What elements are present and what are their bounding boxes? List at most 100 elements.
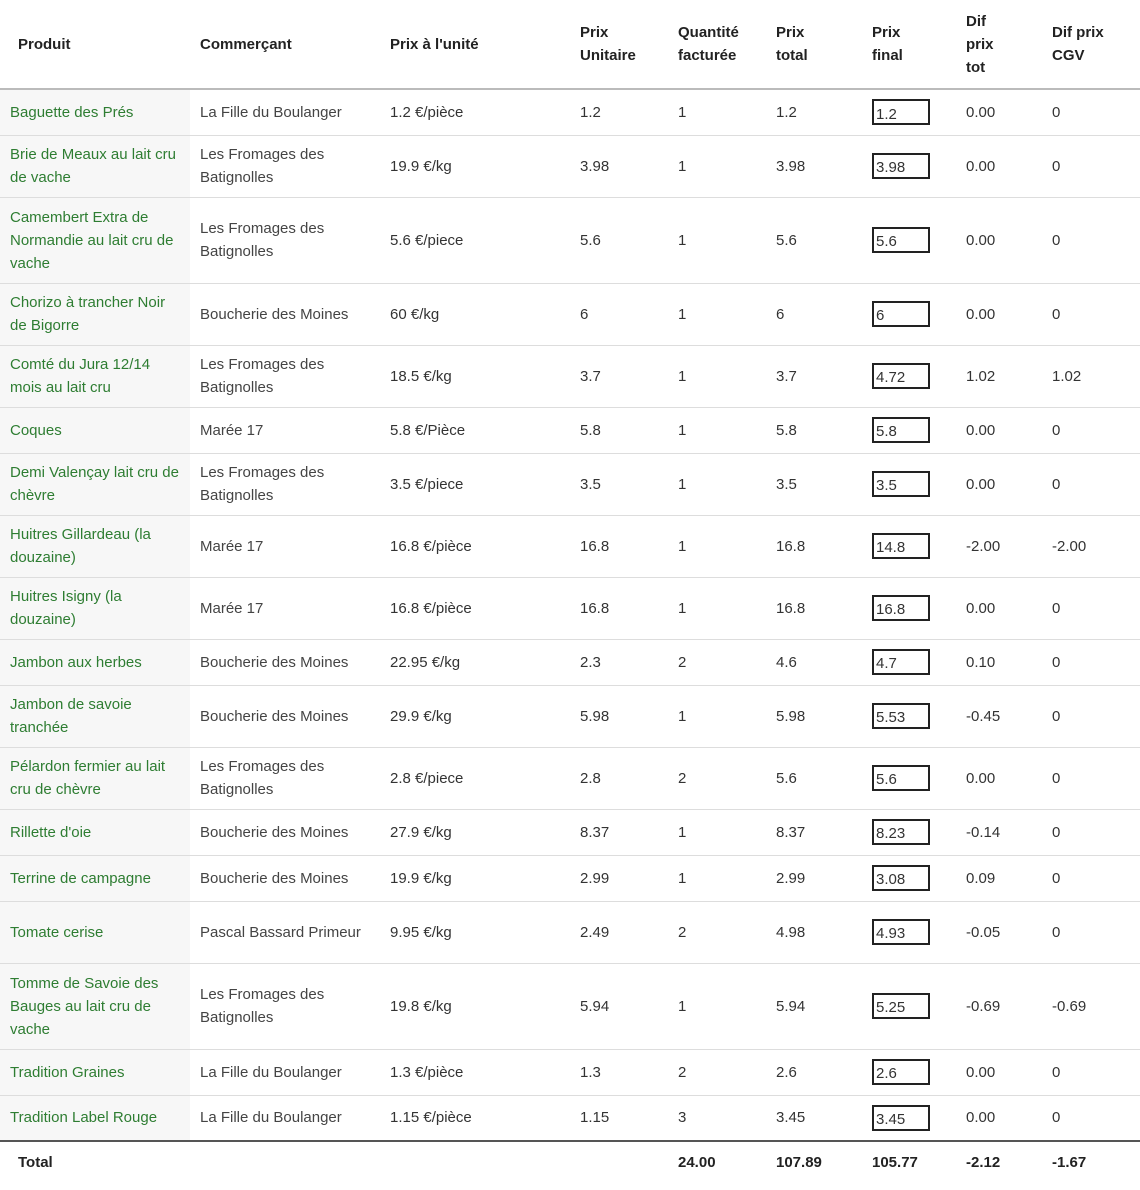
totals-qty: 24.00 xyxy=(668,1140,766,1182)
col-dif-prix-tot-header: Dif prix tot xyxy=(956,0,1042,90)
product-cell: Tradition Label Rouge xyxy=(0,1094,190,1141)
unit-price-cell: 3.5 xyxy=(570,452,668,515)
table-row: Baguette des Prés La Fille du Boulanger 1.… xyxy=(0,88,1140,135)
product-cell: Tomme de Savoie des Bauges au lait cru d… xyxy=(0,962,190,1049)
final-price-input[interactable] xyxy=(872,594,930,621)
final-cell xyxy=(862,134,956,197)
dif-cgv-cell: 0 xyxy=(1042,900,1140,963)
totals-empty-unit-price xyxy=(570,1140,668,1182)
merchant-cell: Marée 17 xyxy=(190,514,380,577)
qty-cell: 1 xyxy=(668,344,766,407)
final-price-input[interactable] xyxy=(872,648,930,675)
final-price-input[interactable] xyxy=(872,764,930,791)
product-cell: Terrine de campagne xyxy=(0,854,190,901)
col-prix-total-header: Prix total xyxy=(766,0,862,90)
final-price-input[interactable] xyxy=(872,818,930,845)
col-prix-unite-header: Prix à l'unité xyxy=(380,0,570,90)
total-cell: 4.6 xyxy=(766,638,862,685)
merchant-cell: Les Fromages des Batignolles xyxy=(190,962,380,1049)
dif-tot-cell: 0.00 xyxy=(956,134,1042,197)
final-price-input[interactable] xyxy=(872,300,930,327)
final-cell xyxy=(862,514,956,577)
final-price-input[interactable] xyxy=(872,99,930,125)
qty-cell: 1 xyxy=(668,854,766,901)
qty-cell: 1 xyxy=(668,88,766,135)
dif-tot-cell: -2.00 xyxy=(956,514,1042,577)
total-cell: 2.99 xyxy=(766,854,862,901)
final-price-input[interactable] xyxy=(872,362,930,389)
table-row: Pélardon fermier au lait cru de chèvre Le… xyxy=(0,746,1140,809)
table-row: Jambon aux herbes Boucherie des Moines 22.… xyxy=(0,638,1140,685)
final-price-input[interactable] xyxy=(872,532,930,559)
product-cell: Chorizo à trancher Noir de Bigorre xyxy=(0,282,190,345)
unit-label-cell: 16.8 €/pièce xyxy=(380,514,570,577)
dif-tot-cell: 0.00 xyxy=(956,88,1042,135)
totals-final: 105.77 xyxy=(862,1140,956,1182)
dif-tot-cell: -0.05 xyxy=(956,900,1042,963)
totals-empty-merchant xyxy=(190,1140,380,1182)
total-cell: 8.37 xyxy=(766,808,862,855)
unit-price-cell: 2.49 xyxy=(570,900,668,963)
dif-tot-cell: 1.02 xyxy=(956,344,1042,407)
final-price-input[interactable] xyxy=(872,864,930,891)
dif-tot-cell: 0.10 xyxy=(956,638,1042,685)
final-price-input[interactable] xyxy=(872,992,930,1019)
final-price-input[interactable] xyxy=(872,226,930,253)
final-cell xyxy=(862,88,956,135)
product-cell: Jambon de savoie tranchée xyxy=(0,684,190,747)
unit-price-cell: 8.37 xyxy=(570,808,668,855)
final-price-input[interactable] xyxy=(872,470,930,497)
final-cell xyxy=(862,344,956,407)
unit-price-cell: 5.8 xyxy=(570,406,668,453)
merchant-cell: Les Fromages des Batignolles xyxy=(190,134,380,197)
final-price-input[interactable] xyxy=(872,702,930,729)
merchant-cell: Les Fromages des Batignolles xyxy=(190,452,380,515)
final-cell xyxy=(862,452,956,515)
total-cell: 5.8 xyxy=(766,406,862,453)
final-cell xyxy=(862,406,956,453)
merchant-cell: Boucherie des Moines xyxy=(190,854,380,901)
final-cell xyxy=(862,684,956,747)
table-row: Jambon de savoie tranchée Boucherie des M… xyxy=(0,684,1140,747)
unit-label-cell: 1.15 €/pièce xyxy=(380,1094,570,1141)
qty-cell: 1 xyxy=(668,134,766,197)
unit-label-cell: 19.9 €/kg xyxy=(380,134,570,197)
unit-price-cell: 16.8 xyxy=(570,576,668,639)
final-price-input[interactable] xyxy=(872,416,930,443)
final-cell xyxy=(862,1094,956,1141)
col-quantite-header: Quantité facturée xyxy=(668,0,766,90)
final-price-input[interactable] xyxy=(872,918,930,945)
final-price-input[interactable] xyxy=(872,1104,930,1131)
unit-price-cell: 5.6 xyxy=(570,196,668,283)
merchant-cell: La Fille du Boulanger xyxy=(190,1094,380,1141)
product-cell: Demi Valençay lait cru de chèvre xyxy=(0,452,190,515)
header-row: Produit Commerçant Prix à l'unité Prix Unita… xyxy=(0,0,1140,90)
final-cell xyxy=(862,746,956,809)
dif-cgv-cell: 0 xyxy=(1042,854,1140,901)
product-cell: Huitres Isigny (la douzaine) xyxy=(0,576,190,639)
dif-cgv-cell: 0 xyxy=(1042,88,1140,135)
merchant-cell: La Fille du Boulanger xyxy=(190,88,380,135)
unit-price-cell: 16.8 xyxy=(570,514,668,577)
final-cell xyxy=(862,808,956,855)
table-row: Chorizo à trancher Noir de Bigorre Bouche… xyxy=(0,282,1140,345)
totals-total: 107.89 xyxy=(766,1140,862,1182)
dif-cgv-cell: 0 xyxy=(1042,134,1140,197)
qty-cell: 1 xyxy=(668,576,766,639)
totals-dif-cgv: -1.67 xyxy=(1042,1140,1140,1182)
merchant-cell: Les Fromages des Batignolles xyxy=(190,344,380,407)
unit-price-cell: 1.3 xyxy=(570,1048,668,1095)
product-cell: Tradition Graines xyxy=(0,1048,190,1095)
final-cell xyxy=(862,854,956,901)
unit-label-cell: 18.5 €/kg xyxy=(380,344,570,407)
product-cell: Coques xyxy=(0,406,190,453)
total-cell: 5.6 xyxy=(766,746,862,809)
final-cell xyxy=(862,962,956,1049)
product-cell: Comté du Jura 12/14 mois au lait cru xyxy=(0,344,190,407)
final-price-input[interactable] xyxy=(872,1058,930,1085)
unit-price-cell: 1.2 xyxy=(570,88,668,135)
final-cell xyxy=(862,282,956,345)
final-price-input[interactable] xyxy=(872,152,930,179)
table-row: Huitres Gillardeau (la douzaine) Marée 17… xyxy=(0,514,1140,577)
